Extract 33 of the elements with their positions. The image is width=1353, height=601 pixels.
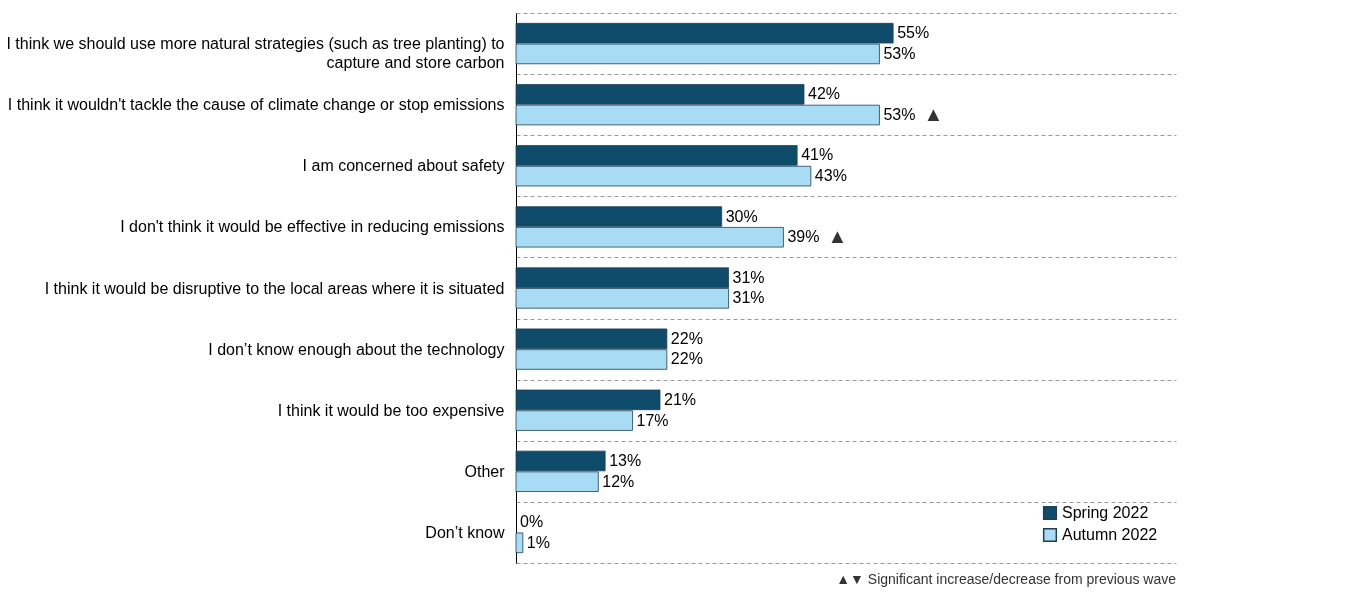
data-label: 31% (732, 268, 765, 286)
y-tick-label: I think we should use more natural strategies (such as tree planting) to capture and store carbon (6, 35, 505, 72)
data-label: 21% (664, 390, 697, 408)
data-label: 53% (883, 44, 916, 62)
y-tick-label: Don’t know (425, 523, 505, 541)
bar (515, 532, 524, 554)
data-label: 42% (808, 85, 841, 103)
data-label: 39% (787, 228, 820, 246)
data-label: 0% (520, 513, 544, 531)
y-tick-label: I think it wouldn't tackle the cause of climate change or stop emissions (7, 96, 505, 114)
y-tick-label: I think it would be disruptive to the local areas where it is situated (44, 279, 505, 297)
data-label: 41% (801, 146, 834, 164)
legend-label: Spring 2022 (1062, 504, 1149, 521)
y-tick-label: I don’t know enough about the technology (208, 340, 505, 358)
data-label: 31% (732, 289, 765, 307)
data-label: 22% (670, 329, 703, 347)
data-label: 53% (883, 106, 916, 124)
text: ▲▼ Significant increase/decrease from previous wave (836, 571, 1177, 587)
y-tick-label: I think it would be too expensive (277, 401, 505, 419)
y-tick-label: Other (464, 462, 506, 480)
data-label: 17% (636, 411, 669, 429)
y-tick-label: I don't think it would be effective in reducing emissions (120, 218, 505, 236)
data-label: 55% (897, 24, 930, 42)
data-label: 13% (609, 451, 642, 469)
annotation: ▲ (923, 103, 944, 126)
annotation: ▲ (827, 225, 848, 248)
data-label: 30% (725, 207, 758, 225)
data-label: 1% (526, 533, 550, 551)
data-label: 43% (814, 167, 847, 185)
data-label: 12% (602, 472, 635, 490)
data-label: 22% (670, 350, 703, 368)
legend-label: Autumn 2022 (1062, 526, 1158, 543)
y-tick-label: I am concerned about safety (302, 157, 505, 175)
